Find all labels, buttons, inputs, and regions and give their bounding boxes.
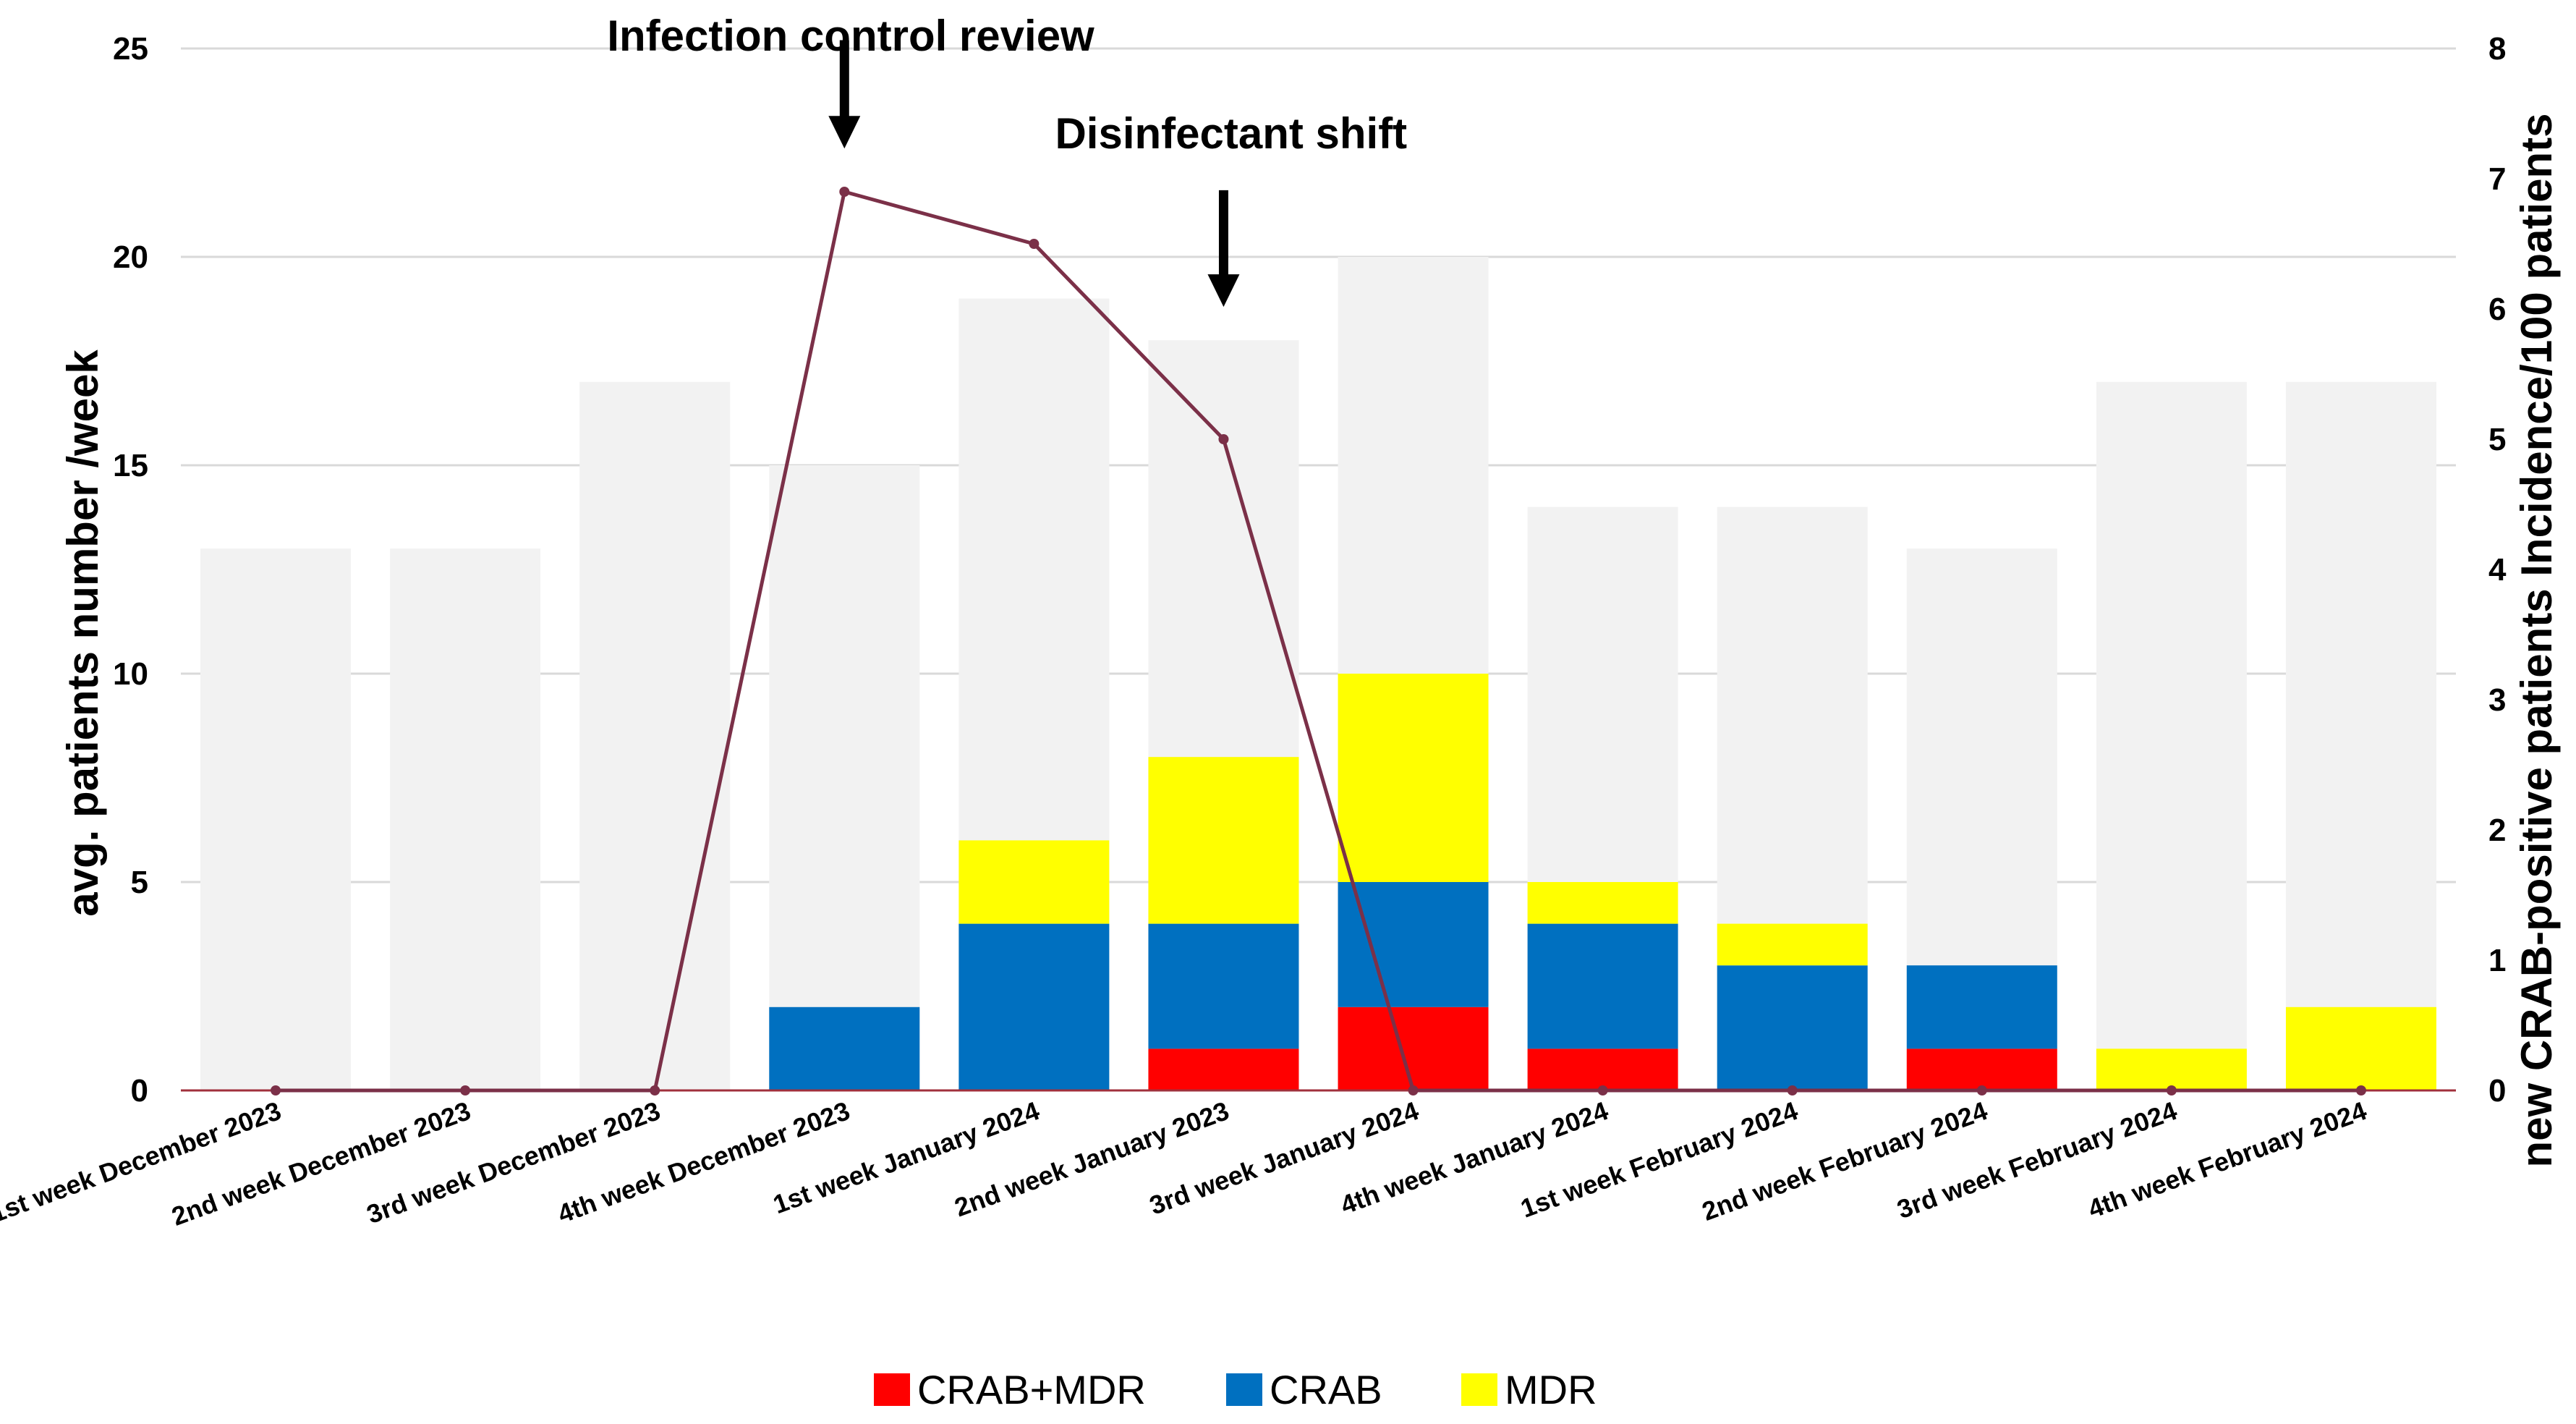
annotation-arrow-head <box>828 116 861 149</box>
bar-crab-mdr <box>1906 1048 2057 1090</box>
y-tick-label: 15 <box>113 448 148 483</box>
incidence-point <box>271 1085 281 1095</box>
incidence-point <box>1597 1085 1608 1095</box>
incidence-point <box>460 1085 471 1095</box>
incidence-line <box>271 187 2366 1095</box>
y-right-tick-label: 3 <box>2488 682 2506 718</box>
y-right-tick-label: 6 <box>2488 292 2506 327</box>
y-tick-label: 10 <box>113 656 148 692</box>
bar-crab-mdr <box>1148 1048 1299 1090</box>
gridlines <box>181 47 2456 883</box>
bar-crab <box>1717 965 1868 1090</box>
incidence-point <box>1408 1085 1419 1095</box>
y-right-tick-label: 2 <box>2488 813 2506 848</box>
y-tick-label: 20 <box>113 240 148 275</box>
bar-mdr <box>1338 674 1489 882</box>
annotations: Infection control review Disinfectant shi… <box>607 12 1407 308</box>
background-bar <box>2285 381 2436 1090</box>
background-bar <box>2096 381 2247 1090</box>
legend-swatch <box>1461 1373 1497 1406</box>
x-tick-label: 2nd week December 2023 <box>168 1095 475 1232</box>
y-right-tick-label: 4 <box>2488 552 2507 588</box>
incidence-point <box>2166 1085 2177 1095</box>
y-tick-label: 25 <box>113 31 148 67</box>
y-axis-left-title: avg. patients number /week <box>59 349 107 917</box>
y-right-tick-label: 7 <box>2488 161 2506 197</box>
incidence-point <box>1976 1085 1987 1095</box>
y-right-tick-label: 5 <box>2488 422 2506 457</box>
y-right-tick-label: 8 <box>2488 31 2506 67</box>
bar-crab-mdr <box>1338 1006 1489 1090</box>
x-tick-label: 1st week December 2023 <box>0 1095 285 1229</box>
bar-crab <box>1148 923 1299 1049</box>
legend-label: CRAB <box>1270 1367 1382 1412</box>
y-tick-label: 5 <box>131 865 148 900</box>
stacked-bars <box>769 674 2436 1090</box>
incidence-point <box>650 1085 660 1095</box>
bar-mdr <box>1148 757 1299 924</box>
y-right-tick-label: 0 <box>2488 1073 2506 1109</box>
bar-crab <box>1338 882 1489 1007</box>
incidence-point <box>2355 1085 2366 1095</box>
y-right-tick-label: 1 <box>2488 943 2506 978</box>
legend: CRAB+MDR CRAB MDR <box>874 1367 1597 1412</box>
incidence-point <box>1787 1085 1798 1095</box>
y-axis-right-ticks: 0 1 2 3 4 5 6 7 8 <box>2488 31 2507 1109</box>
legend-label: MDR <box>1505 1367 1597 1412</box>
annotation-label: Disinfectant shift <box>1055 109 1407 158</box>
background-bar <box>769 465 920 1090</box>
bar-mdr <box>958 840 1110 924</box>
bar-mdr <box>1527 882 1678 924</box>
bar-mdr <box>2096 1048 2247 1090</box>
bar-mdr <box>2285 1006 2436 1090</box>
bar-crab <box>1527 923 1678 1049</box>
background-bar <box>390 548 541 1090</box>
legend-swatch <box>1226 1373 1262 1406</box>
y-axis-left-ticks: 0 5 10 15 20 25 <box>113 31 148 1109</box>
annotation-label: Infection control review <box>607 12 1094 60</box>
bar-mdr <box>1717 923 1868 966</box>
legend-label: CRAB+MDR <box>917 1367 1146 1412</box>
y-axis-right-title: new CRAB-positive patients Incidence/100… <box>2512 113 2561 1167</box>
bar-crab-mdr <box>1527 1048 1678 1090</box>
incidence-line-path <box>276 190 2361 1093</box>
background-bar <box>579 381 731 1090</box>
incidence-point <box>1218 434 1229 444</box>
bar-crab <box>958 923 1110 1090</box>
y-tick-label: 0 <box>131 1073 148 1109</box>
bar-crab <box>1906 965 2057 1049</box>
bar-crab <box>769 1006 920 1090</box>
legend-swatch <box>874 1373 910 1406</box>
annotation-arrow-head <box>1207 274 1240 308</box>
incidence-point <box>839 187 850 197</box>
background-bar <box>200 548 352 1090</box>
incidence-point <box>1029 239 1040 249</box>
